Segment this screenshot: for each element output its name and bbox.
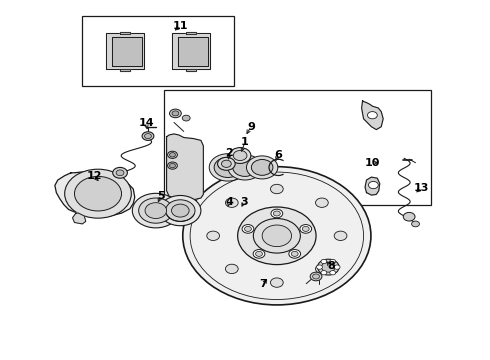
Circle shape [321, 262, 335, 272]
Circle shape [245, 226, 251, 231]
Polygon shape [120, 69, 130, 71]
Circle shape [207, 231, 220, 240]
Circle shape [225, 264, 238, 274]
Circle shape [168, 162, 177, 169]
Polygon shape [55, 172, 135, 217]
Circle shape [116, 170, 124, 176]
Circle shape [334, 231, 347, 240]
Circle shape [170, 163, 175, 168]
Circle shape [317, 265, 322, 269]
Circle shape [209, 154, 246, 181]
Circle shape [142, 132, 154, 140]
Circle shape [403, 212, 415, 221]
Circle shape [368, 181, 378, 189]
Polygon shape [120, 32, 130, 34]
Text: 1: 1 [241, 137, 249, 147]
Circle shape [132, 193, 179, 228]
Circle shape [300, 225, 312, 233]
Circle shape [289, 249, 300, 258]
Circle shape [160, 195, 201, 226]
Circle shape [330, 271, 336, 275]
Circle shape [321, 271, 327, 275]
Text: 8: 8 [327, 261, 335, 271]
Circle shape [166, 200, 195, 221]
Circle shape [313, 274, 319, 279]
Polygon shape [178, 37, 208, 66]
Polygon shape [112, 37, 142, 66]
Text: 13: 13 [414, 183, 429, 193]
Circle shape [238, 207, 316, 265]
Circle shape [412, 221, 419, 227]
Circle shape [229, 148, 251, 163]
Circle shape [172, 204, 189, 217]
Circle shape [330, 259, 336, 264]
Polygon shape [186, 69, 196, 71]
Circle shape [113, 167, 127, 178]
Circle shape [270, 184, 283, 194]
Circle shape [270, 278, 283, 287]
Circle shape [246, 156, 278, 179]
Circle shape [168, 151, 177, 158]
Circle shape [334, 265, 340, 269]
Text: 5: 5 [157, 191, 165, 201]
Circle shape [233, 158, 257, 176]
Circle shape [273, 211, 280, 216]
Text: 2: 2 [225, 148, 233, 158]
Text: 10: 10 [365, 158, 380, 168]
Circle shape [318, 259, 339, 275]
Circle shape [256, 251, 263, 256]
Circle shape [271, 209, 283, 218]
Circle shape [214, 157, 242, 177]
Circle shape [368, 112, 377, 119]
Circle shape [183, 167, 371, 305]
Polygon shape [186, 32, 196, 34]
Circle shape [242, 225, 254, 233]
Circle shape [182, 115, 190, 121]
Circle shape [139, 198, 173, 223]
Text: 7: 7 [260, 279, 268, 289]
Polygon shape [106, 33, 144, 69]
Text: 3: 3 [240, 197, 248, 207]
Polygon shape [362, 101, 383, 130]
Bar [164, 90, 431, 205]
Circle shape [145, 203, 167, 219]
Circle shape [262, 225, 292, 247]
Text: 9: 9 [247, 122, 255, 132]
Circle shape [321, 259, 327, 264]
Circle shape [316, 264, 328, 274]
Text: 6: 6 [274, 150, 282, 160]
Circle shape [228, 155, 262, 180]
Text: 11: 11 [172, 21, 188, 31]
Circle shape [251, 159, 273, 175]
Circle shape [221, 160, 231, 167]
Polygon shape [167, 134, 203, 200]
Circle shape [316, 198, 328, 207]
Circle shape [170, 153, 175, 157]
Circle shape [218, 157, 235, 170]
Circle shape [233, 150, 247, 161]
Circle shape [74, 176, 122, 211]
Circle shape [172, 111, 179, 116]
Circle shape [145, 134, 151, 139]
Bar [82, 16, 234, 86]
Circle shape [310, 272, 322, 281]
Circle shape [253, 219, 300, 253]
Text: 14: 14 [138, 118, 154, 128]
Polygon shape [172, 33, 210, 69]
Circle shape [291, 251, 298, 256]
Circle shape [65, 169, 131, 218]
Circle shape [225, 198, 238, 207]
Polygon shape [365, 177, 380, 195]
Circle shape [170, 109, 181, 118]
Circle shape [302, 226, 309, 231]
Circle shape [253, 249, 265, 258]
Text: 12: 12 [86, 171, 102, 181]
Text: 4: 4 [225, 197, 233, 207]
Polygon shape [73, 213, 86, 224]
